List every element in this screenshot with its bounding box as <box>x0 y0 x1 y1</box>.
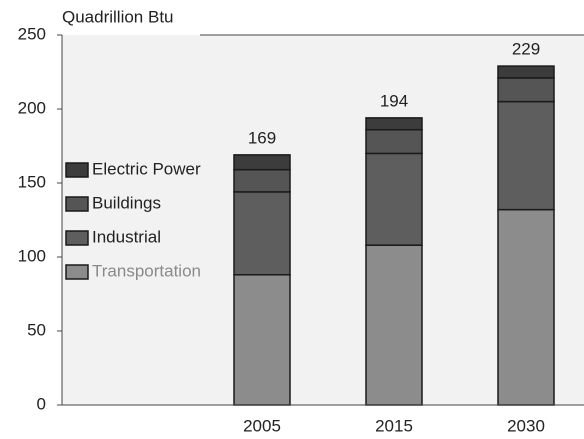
bar-segment <box>365 152 423 246</box>
y-tick-label: 50 <box>27 320 46 339</box>
y-tick-label: 250 <box>18 24 46 43</box>
total-label: 169 <box>248 128 276 147</box>
legend-swatch <box>65 162 89 178</box>
total-label: 229 <box>512 40 540 59</box>
x-tick-label: 2005 <box>243 416 281 435</box>
legend-label: Buildings <box>92 193 161 212</box>
bar-segment <box>497 77 555 103</box>
bar-segment <box>233 274 291 406</box>
x-tick-label: 2015 <box>375 416 413 435</box>
legend-swatch <box>65 264 89 280</box>
legend-label: Transportation <box>92 261 201 280</box>
plot-background <box>62 35 584 405</box>
bar-segment <box>497 208 555 406</box>
bar-segment <box>497 100 555 211</box>
bar-segment <box>365 244 423 406</box>
legend-swatch <box>65 230 89 246</box>
bar-segment <box>365 117 423 131</box>
bar-segment <box>233 191 291 276</box>
y-tick-label: 150 <box>18 172 46 191</box>
x-tick-label: 2030 <box>507 416 545 435</box>
y-tick-label: 200 <box>18 98 46 117</box>
y-tick-label: 100 <box>18 246 46 265</box>
legend-swatch <box>65 196 89 212</box>
y-tick-label: 0 <box>37 394 46 413</box>
bar-segment <box>497 65 555 79</box>
legend-label: Electric Power <box>92 159 201 178</box>
bar-segment <box>233 168 291 193</box>
bar-segment <box>233 154 291 171</box>
legend-label: Industrial <box>92 227 161 246</box>
chart-title: Quadrillion Btu <box>62 7 174 26</box>
total-label: 194 <box>380 91 408 110</box>
bar-segment <box>365 128 423 155</box>
